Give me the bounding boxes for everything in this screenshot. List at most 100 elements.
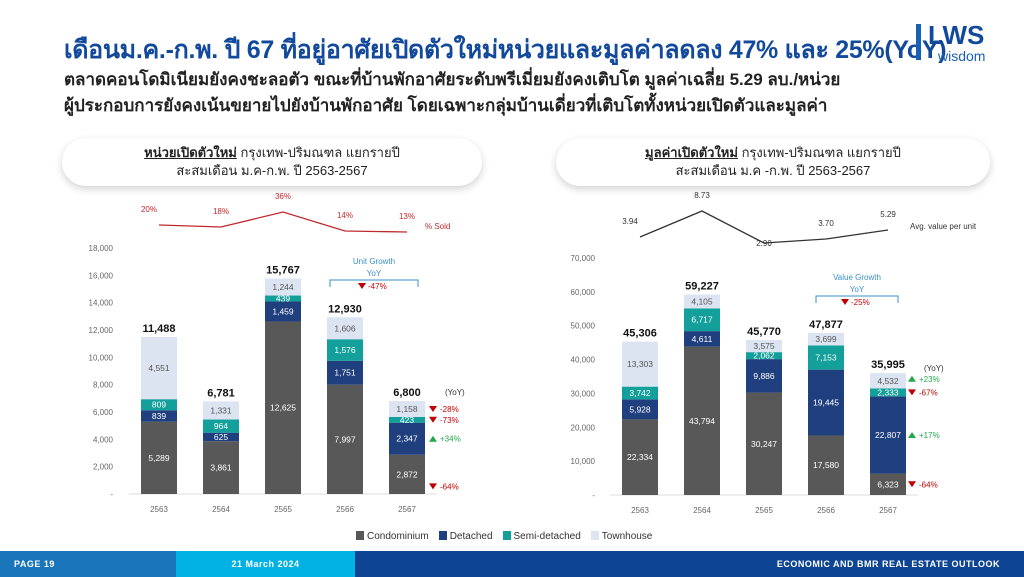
units-segment-label: 1,606 [334,323,356,333]
footer-page: PAGE 19 [0,551,176,577]
units-yoy-townhouse: -28% [440,405,459,414]
units-bar-townhouse [327,317,363,340]
value-bar-condominium [870,473,906,495]
units-growth-title: Unit Growth [353,257,395,266]
value-yoy-detached: +17% [919,431,940,440]
units-y-tick: - [110,490,113,499]
value-bar-townhouse [684,294,720,309]
value-bar-semi-detached [622,386,658,400]
triangle-up-icon [908,431,916,438]
units-x-tick: 2566 [336,505,354,514]
units-bar-detached [389,422,425,455]
value-segment-label: 2,062 [753,351,775,361]
units-yoy-header: (YoY) [445,388,465,397]
left-panel-rest: กรุงเทพ-ปริมณฑล แยกรายปี [236,145,400,160]
value-bar-detached [870,396,906,474]
value-segment-label: 4,105 [691,296,713,306]
value-line-series [639,210,889,244]
units-bar-semi-detached [265,295,301,302]
units-segment-label: 1,331 [210,405,232,415]
footer-date: 21 March 2024 [176,551,355,577]
units-total-label: 12,930 [328,303,362,315]
units-segment-label: 1,158 [396,404,418,414]
value-bar-condominium [622,419,658,495]
triangle-down-icon [429,483,437,490]
value-yoy-semi-detached: -67% [919,388,938,397]
left-panel-line2: สะสมเดือน ม.ค-ก.พ. ปี 2563-2567 [176,163,368,178]
units-bar-semi-detached [203,419,239,433]
units-bar-detached [265,301,301,322]
units-bar-condominium [203,441,239,494]
units-bar-semi-detached [141,399,177,411]
value-y-tick: 40,000 [571,356,596,365]
logo-sub: wisdom [938,48,986,64]
value-segment-label: 22,807 [875,430,901,440]
value-yoy-townhouse: +23% [919,375,940,384]
value-segment-label: 5,928 [629,404,651,414]
units-line-label: 36% [275,192,291,201]
units-bar-condominium [327,384,363,494]
value-y-tick: 20,000 [571,423,596,432]
value-x-tick: 2567 [879,506,897,515]
value-bar-semi-detached [684,308,720,332]
value-line-name: Avg. value per unit [910,222,977,231]
units-y-tick: 2,000 [93,463,114,472]
value-x-tick: 2566 [817,506,835,515]
value-segment-label: 6,323 [877,479,899,489]
value-line-label: 2.90 [756,239,772,248]
units-line-label: 14% [337,211,353,220]
units-segment-label: 809 [152,400,166,410]
value-bar-townhouse [808,332,844,346]
units-line-series [158,211,408,233]
footer-report: ECONOMIC AND BMR REAL ESTATE OUTLOOK [355,551,1024,577]
value-segment-label: 19,445 [813,398,839,408]
units-bar-townhouse [141,336,177,400]
units-segment-label: 2,872 [396,469,418,479]
right-panel-bold: มูลค่าเปิดตัวใหม่ [645,145,738,160]
units-yoy-condominium: -64% [440,482,459,491]
units-bar-detached [141,410,177,422]
value-total-label: 35,995 [871,359,905,371]
units-bar-condominium [389,454,425,494]
units-bar-townhouse [265,278,301,296]
units-bar-townhouse [389,401,425,417]
units-x-tick: 2565 [274,505,292,514]
units-segment-label: 839 [152,411,166,421]
left-panel-bold: หน่วยเปิดตัวใหม่ [144,145,237,160]
units-bar-condominium [265,321,301,494]
value-total-label: 45,770 [747,326,781,338]
value-growth-value: -25% [851,298,870,307]
units-yoy-detached: +34% [440,435,461,444]
value-bar-semi-detached [870,388,906,397]
units-bar-condominium [141,421,177,494]
value-line-label: 3.70 [818,219,834,228]
right-chart-header: มูลค่าเปิดตัวใหม่ กรุงเทพ-ปริมณฑล แยกราย… [556,138,990,186]
value-bar-condominium [684,346,720,495]
value-yoy-condominium: -64% [919,480,938,489]
value-segment-label: 9,886 [753,371,775,381]
value-y-tick: 10,000 [571,457,596,466]
value-growth-yoy: YoY [850,285,865,294]
subtitle-1: ตลาดคอนโดมิเนียมยังคงชะลอตัว ขณะที่บ้านพ… [64,70,841,89]
units-segment-label: 7,997 [334,434,356,444]
value-y-tick: 30,000 [571,389,596,398]
value-x-tick: 2564 [693,506,711,515]
units-y-tick: 12,000 [89,326,114,335]
units-bar-townhouse [203,401,239,420]
units-bar-semi-detached [389,416,425,423]
value-segment-label: 6,717 [691,315,713,325]
units-total-label: 6,800 [393,387,421,399]
units-x-tick: 2563 [150,505,168,514]
value-y-tick: 70,000 [571,254,596,263]
units-x-tick: 2567 [398,505,416,514]
triangle-down-icon [908,389,916,396]
logo-bar [916,24,921,60]
value-bar-semi-detached [808,345,844,370]
value-total-label: 47,877 [809,319,843,331]
value-yoy-header: (YoY) [924,364,944,373]
triangle-down-icon [358,283,366,289]
triangle-up-icon [429,435,437,442]
units-segment-label: 964 [214,421,228,431]
units-total-label: 6,781 [207,387,235,399]
